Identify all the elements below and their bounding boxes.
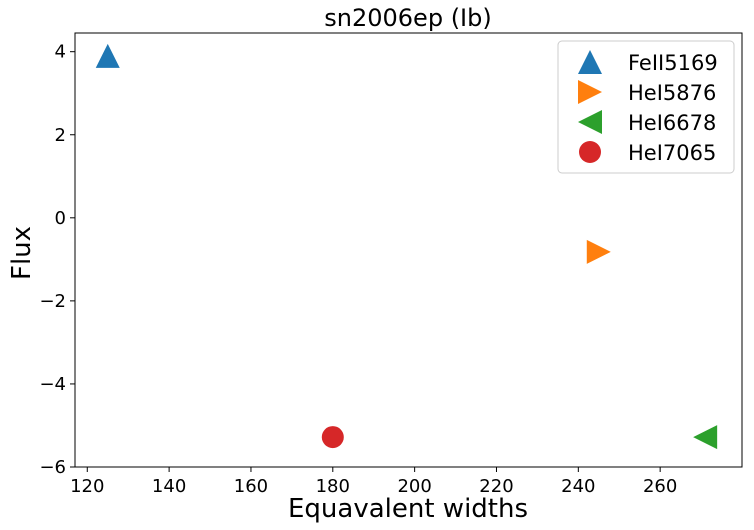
x-tick-label: 180: [316, 476, 350, 497]
y-tick-label: −4: [39, 374, 66, 395]
legend[interactable]: FeII5169 HeI5876 HeI6678 HeI7065: [557, 40, 735, 174]
data-point: [321, 426, 344, 449]
x-tick-label: 140: [152, 476, 186, 497]
y-axis-title: Flux: [7, 226, 37, 280]
x-tick-label: 240: [561, 476, 595, 497]
legend-marker: [578, 80, 602, 104]
y-tick-label: −2: [39, 291, 66, 312]
legend-marker: [578, 110, 602, 134]
y-tick-label: 2: [55, 125, 66, 146]
y-axis: −6 −4 −2 0 2 4: [39, 42, 75, 478]
data-points: [95, 43, 718, 450]
y-tick-label: 0: [55, 208, 66, 229]
legend-label: HeI7065: [628, 141, 716, 165]
x-axis-title: Equavalent widths: [288, 494, 528, 524]
legend-marker: [579, 141, 601, 163]
x-tick-label: 220: [479, 476, 513, 497]
legend-marker: [578, 50, 602, 74]
legend-label: HeI5876: [628, 81, 716, 105]
x-tick-label: 120: [70, 476, 104, 497]
x-axis: 120 140 160 180 200 220 240 260: [70, 467, 677, 497]
data-point: [693, 425, 718, 450]
legend-label: HeI6678: [628, 111, 716, 135]
x-tick-label: 260: [643, 476, 677, 497]
legend-label: FeII5169: [628, 51, 718, 75]
plot-frame: [74, 32, 743, 468]
x-tick-label: 160: [234, 476, 268, 497]
x-tick-label: 200: [397, 476, 431, 497]
y-tick-label: −6: [39, 457, 66, 478]
chart-title: sn2006ep (Ib): [324, 4, 491, 32]
data-point: [95, 43, 120, 68]
data-point: [586, 239, 611, 264]
y-tick-label: 4: [55, 42, 66, 63]
